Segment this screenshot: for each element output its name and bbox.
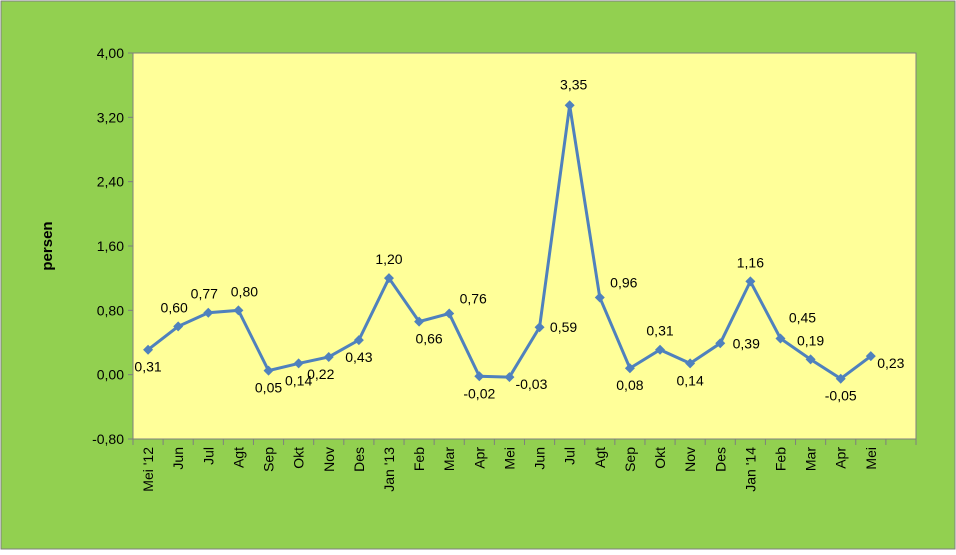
x-tick-label: Feb [411, 447, 427, 471]
data-marker [685, 358, 696, 369]
data-marker [414, 316, 425, 327]
data-marker [534, 322, 545, 333]
data-marker [504, 372, 515, 383]
x-tick-label: Jun [532, 447, 548, 470]
data-label: 0,80 [231, 283, 258, 299]
data-label: 0,60 [161, 299, 188, 315]
data-label: 0,31 [646, 323, 673, 339]
data-marker [564, 100, 575, 111]
y-tick-label: 1,60 [97, 238, 124, 254]
y-tick-label: 2,40 [97, 174, 124, 190]
x-tick-label: Jul [200, 447, 216, 465]
x-tick-label: Jan '14 [742, 447, 758, 492]
x-tick-label: Sep [261, 447, 277, 472]
data-label: 0,66 [415, 331, 442, 347]
data-label: 0,23 [877, 355, 904, 371]
x-tick-label: Mei [501, 447, 517, 470]
x-tick-label: Des [351, 447, 367, 472]
x-tick-label: Apr [471, 447, 487, 469]
data-label: 0,14 [677, 372, 704, 388]
x-tick-label: Apr [833, 447, 849, 469]
x-tick-label: Jan '13 [381, 447, 397, 492]
data-label: 0,08 [616, 377, 643, 393]
data-label: 0,39 [733, 335, 760, 351]
data-label: 0,19 [797, 332, 824, 348]
y-tick-label: 3,20 [97, 109, 124, 125]
data-label: 0,14 [285, 372, 312, 388]
x-tick-label: Mar [441, 447, 457, 471]
data-marker [835, 373, 846, 384]
x-tick-label: Jul [562, 447, 578, 465]
y-axis-label: persen [39, 221, 56, 270]
data-label: 0,76 [460, 291, 487, 307]
data-marker [805, 354, 816, 365]
data-label: 0,96 [610, 274, 637, 290]
x-tick-label: Nov [682, 447, 698, 472]
data-marker [715, 338, 726, 349]
data-label: 0,22 [307, 366, 334, 382]
data-label: 1,20 [375, 251, 402, 267]
data-label: 0,31 [134, 359, 161, 375]
data-marker [323, 351, 334, 362]
x-tick-label: Nov [321, 447, 337, 472]
data-marker [655, 344, 666, 355]
data-label: 0,77 [191, 286, 218, 302]
y-tick-label: 0,80 [97, 302, 124, 318]
x-tick-label: Sep [622, 447, 638, 472]
data-label: 3,35 [560, 76, 587, 92]
data-label: 0,45 [789, 309, 816, 325]
data-label: 0,43 [345, 349, 372, 365]
data-marker [624, 363, 635, 374]
y-tick-label: 4,00 [97, 45, 124, 61]
data-marker [173, 321, 184, 332]
data-marker [143, 344, 154, 355]
x-tick-label: Mei [863, 447, 879, 470]
plot-area [132, 52, 917, 440]
x-tick-label: Agt [592, 447, 608, 468]
x-tick-label: Jun [170, 447, 186, 470]
data-label: 0,59 [550, 319, 577, 335]
data-marker [474, 371, 485, 382]
x-tick-label: Okt [291, 447, 307, 469]
data-marker [203, 307, 214, 318]
x-tick-label: Feb [772, 447, 788, 471]
x-tick-label: Agt [230, 447, 246, 468]
x-tick-label: Okt [652, 447, 668, 469]
data-label: -0,02 [463, 385, 495, 401]
data-label: -0,05 [825, 388, 857, 404]
data-label: 0,05 [255, 380, 282, 396]
data-marker [353, 335, 364, 346]
x-tick-label: Mei '12 [140, 447, 156, 492]
data-label: -0,03 [515, 376, 547, 392]
y-tick-label: 0,00 [97, 367, 124, 383]
data-marker [865, 351, 876, 362]
data-marker [775, 333, 786, 344]
x-tick-label: Des [712, 447, 728, 472]
y-tick-label: -0,80 [92, 431, 124, 447]
data-marker [594, 292, 605, 303]
data-label: 1,16 [737, 254, 764, 270]
data-marker [745, 276, 756, 287]
data-marker [293, 358, 304, 369]
data-marker [383, 273, 394, 284]
x-tick-label: Mar [803, 447, 819, 471]
data-marker [263, 365, 274, 376]
data-marker [233, 305, 244, 316]
data-marker [444, 308, 455, 319]
